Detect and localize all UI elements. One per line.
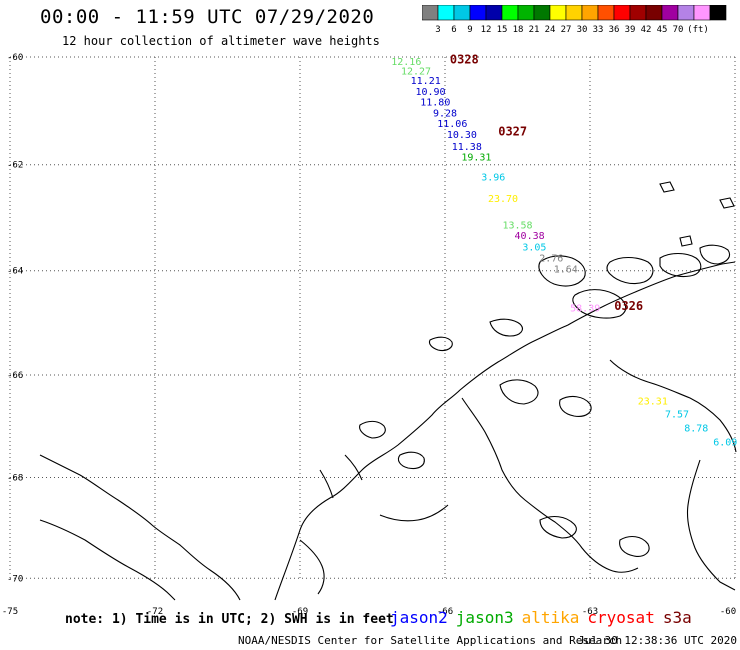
pass-time-label: 0328	[450, 53, 479, 67]
coastline-south-west	[39, 454, 241, 601]
wave-height-label: 8.78	[684, 424, 708, 435]
wave-height-label: 1.64	[554, 264, 578, 275]
wave-height-label: 13.58	[502, 221, 532, 232]
coastline-island-5	[699, 244, 731, 265]
wave-height-label: 11.21	[411, 76, 441, 87]
legend-entry: jason3	[455, 608, 514, 627]
lon-tick-label: -66	[437, 607, 453, 617]
wave-height-label: 40.38	[515, 231, 545, 242]
colorbar-label: 36	[609, 25, 620, 35]
lon-tick-label: -60	[720, 607, 736, 617]
colorbar-label: 3	[435, 25, 440, 35]
legend-entry: cryosat	[587, 608, 655, 627]
coastline-island-7	[489, 318, 523, 337]
coastline-south-lower	[39, 519, 176, 601]
colorbar-label: 6	[451, 25, 456, 35]
coastline-island-1	[538, 255, 586, 287]
coastline-island-10	[397, 451, 425, 470]
wave-height-colorbar: 3 6 9 12 15 18 21 24 27 30 33 36 39 42 45 70 (ft)	[422, 5, 727, 35]
coastline-island-4	[659, 252, 702, 278]
wave-height-label: 2.76	[539, 253, 563, 264]
colorbar-label: 21	[529, 25, 540, 35]
wave-height-label: 10.90	[415, 87, 445, 98]
colorbar-label: 27	[561, 25, 572, 35]
coastline-island-13	[499, 379, 539, 405]
colorbar-label: 9	[467, 25, 472, 35]
map-subtitle: 12 hour collection of altimeter wave hei…	[62, 34, 380, 48]
coastline-south-shelf	[379, 504, 449, 522]
colorbar-label: 15	[497, 25, 508, 35]
colorbar-label: 24	[545, 25, 556, 35]
colorbar-label: (ft)	[687, 25, 709, 35]
colorbar-label: 39	[625, 25, 636, 35]
colorbar-label: 18	[513, 25, 524, 35]
wave-height-label: 58.39	[570, 304, 600, 315]
colorbar-label: 45	[657, 25, 668, 35]
coastline-island-11	[539, 515, 577, 539]
coastline-inner-bay	[461, 397, 639, 573]
lon-tick-label: -75	[2, 607, 18, 617]
lat-tick-label: -66	[7, 371, 23, 381]
lat-tick-label: -60	[7, 53, 23, 63]
colorbar-swatch	[709, 5, 727, 21]
wave-height-label: 10.30	[447, 130, 477, 141]
satellite-legend: jason2 jason3 altika cryosat s3a	[390, 608, 700, 627]
coastline-south-inlet	[299, 454, 363, 595]
axis-labels: -60 -62 -64 -66 -68 -70 -75 -72 -69 -66 -63 -60	[2, 53, 736, 617]
colorbar-label: 30	[577, 25, 588, 35]
colorbar-label: 42	[641, 25, 652, 35]
map-title: 00:00 - 11:59 UTC 07/29/2020	[40, 6, 375, 28]
wave-height-label: 12.27	[401, 66, 431, 77]
coastline-peninsula-main	[274, 261, 736, 601]
colorbar-label: 70	[673, 25, 684, 35]
coastline-island-12	[619, 535, 650, 557]
lon-tick-label: -72	[147, 607, 163, 617]
pass-time-label: 0327	[498, 124, 527, 138]
coastline-island-8	[428, 336, 453, 352]
colorbar-label: 12	[481, 25, 492, 35]
lat-lon-grid	[9, 56, 736, 579]
lon-tick-label: -63	[582, 607, 598, 617]
footer-credit: NOAA/NESDIS Center for Satellite Applica…	[238, 634, 623, 647]
wave-height-label: 11.38	[452, 142, 482, 153]
wave-height-label: 11.06	[437, 119, 467, 130]
legend-entry: altika	[521, 608, 580, 627]
wave-height-label: 11.80	[420, 98, 450, 109]
coastline-island-14	[559, 395, 592, 417]
wave-height-label: 9.28	[433, 109, 457, 120]
lat-tick-label: -64	[7, 267, 23, 277]
pass-time-label: 0326	[614, 299, 643, 313]
wave-height-label: 19.31	[461, 153, 491, 164]
coastline-east-lower	[686, 459, 736, 591]
wave-height-label: 3.96	[481, 173, 505, 184]
footer-timestamp: Jul 30 12:38:36 UTC 2020	[578, 634, 737, 647]
coastline-island-6	[659, 181, 735, 247]
wave-height-label: 12.16	[391, 57, 421, 68]
coastline-east	[609, 359, 737, 453]
lon-tick-label: -69	[292, 607, 308, 617]
coastline-island-9	[359, 420, 386, 439]
observation-labels: 12.1612.2711.2110.9011.809.2811.0610.301…	[391, 53, 737, 449]
lat-tick-label: -62	[7, 161, 23, 171]
wave-height-label: 7.57	[665, 410, 689, 421]
lat-tick-label: -70	[7, 574, 23, 584]
legend-entry: jason2	[390, 608, 448, 627]
lat-tick-label: -68	[7, 473, 23, 483]
coastline-island-3	[606, 256, 654, 285]
legend-entry: s3a	[662, 608, 692, 627]
coastline-island-2	[572, 289, 627, 319]
note-text: note: 1) Time is in UTC; 2) SWH is in fe…	[65, 612, 394, 627]
wave-height-label: 23.31	[638, 396, 668, 407]
coastline	[39, 181, 737, 601]
wave-height-label: 3.05	[522, 243, 546, 254]
wave-height-label: 6.09	[713, 437, 737, 448]
colorbar-label: 33	[593, 25, 604, 35]
wave-height-label: 23.70	[488, 194, 518, 205]
